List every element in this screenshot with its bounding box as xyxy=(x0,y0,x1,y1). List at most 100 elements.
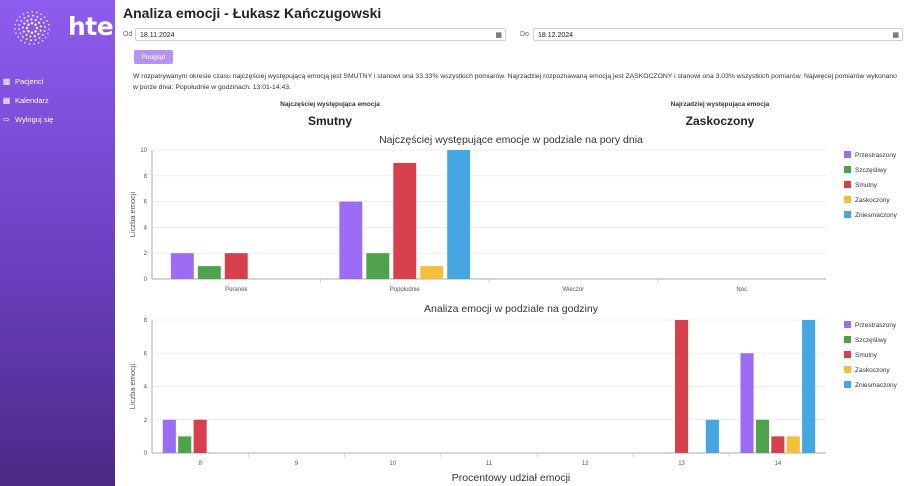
y-tick-label: 8 xyxy=(144,318,148,324)
logo-dot xyxy=(33,43,35,45)
preview-button[interactable]: Podgląd xyxy=(134,50,173,64)
legend-label: Zniesmaczony xyxy=(855,382,898,389)
to-date-value: 18.12.2024 xyxy=(538,32,574,39)
logo-dot xyxy=(37,42,40,44)
legend-swatch xyxy=(844,181,851,188)
logo-dot xyxy=(24,41,26,44)
x-tick-label: 10 xyxy=(389,461,396,466)
sidebar: hte ▩ Pacjenci ▦ Kalendarz ⇨ Wyloguj się xyxy=(0,0,115,486)
legend-label: Zniesmaczony xyxy=(855,212,898,219)
bar-smutny xyxy=(393,162,417,279)
logo-dot xyxy=(16,19,18,22)
bar-zaskoczony xyxy=(420,266,444,279)
x-tick-label: 12 xyxy=(582,461,589,466)
chart-3-title: Procentowy udział emocji xyxy=(451,472,571,484)
sidebar-item-wyloguj[interactable]: ⇨ Wyloguj się xyxy=(0,110,115,129)
bar-zniesmaczony xyxy=(447,150,471,279)
legend-swatch xyxy=(844,321,851,328)
logo-dot xyxy=(46,19,48,22)
y-tick-label: 2 xyxy=(144,251,148,257)
most-frequent-stat: Najczęściej występująca emocja Smutny xyxy=(220,101,440,128)
x-tick-label: Poranek xyxy=(225,287,248,293)
sidebar-item-label: Wyloguj się xyxy=(15,115,54,124)
legend-label: Zaskoczony xyxy=(855,197,890,204)
bar-szczęśliwy xyxy=(197,266,221,279)
logo-dot xyxy=(26,19,29,22)
logo-dot xyxy=(42,21,45,24)
logo-dot xyxy=(18,16,21,18)
bar-smutny xyxy=(224,253,248,279)
calendar-icon[interactable]: ▦ xyxy=(892,32,899,39)
users-icon: ▩ xyxy=(2,77,11,86)
bar-przestraszony xyxy=(170,253,194,279)
logo-dot xyxy=(41,34,44,36)
x-tick-label: 14 xyxy=(775,461,782,466)
logo-dot xyxy=(36,15,39,18)
brand-name: hte xyxy=(68,12,114,41)
legend-label: Przestraszony xyxy=(855,322,897,329)
logo-dot xyxy=(30,39,32,42)
legend-swatch xyxy=(844,211,851,218)
logo-dot xyxy=(40,13,42,16)
bar-przestraszony xyxy=(339,201,363,279)
logo-dot xyxy=(18,28,20,31)
logo-dot xyxy=(25,26,29,30)
from-date-input[interactable]: 18.11.2024 ▦ xyxy=(135,28,506,41)
y-tick-label: 2 xyxy=(144,418,148,424)
logo-dot xyxy=(47,32,49,35)
bar-szczęśliwy xyxy=(755,419,769,453)
logo-dot xyxy=(45,36,47,39)
chart-2-title: Analiza emocji w podziale na godziny xyxy=(424,303,598,315)
logo-dot xyxy=(30,31,34,34)
logo-dot xyxy=(27,23,30,26)
chart-hours: 0 2 4 6 8 Liczba emocji 8 9 10 11 12 13 14 Przestrasz… xyxy=(128,318,898,466)
bar-zaskoczony xyxy=(786,436,800,453)
calendar-icon[interactable]: ▦ xyxy=(495,32,502,39)
to-label: Do xyxy=(520,31,529,38)
logo-dot xyxy=(23,22,26,25)
summary-line-2: w porze dnia: Popołudnie w godzinach: 13… xyxy=(133,84,291,91)
sidebar-item-label: Pacjenci xyxy=(15,77,44,86)
logo-dot xyxy=(26,11,29,14)
y-tick-label: 4 xyxy=(144,225,148,231)
to-date-input[interactable]: 18.12.2024 ▦ xyxy=(533,28,903,41)
logo-dot xyxy=(34,30,37,33)
legend-label: Smutny xyxy=(855,182,878,189)
most-frequent-value: Smutny xyxy=(307,114,352,128)
y-tick-label: 8 xyxy=(144,174,148,180)
logo-dot xyxy=(22,35,24,38)
logo-dot xyxy=(34,38,37,41)
brand-logo[interactable]: hte xyxy=(6,10,114,46)
y-axis-title: Liczba emocji xyxy=(128,191,137,237)
from-label: Od xyxy=(123,31,133,38)
least-frequent-value: Zaskoczony xyxy=(685,114,755,128)
logo-dot xyxy=(44,25,46,28)
legend-swatch xyxy=(844,196,851,203)
logo-dot xyxy=(36,11,38,14)
logo-dot xyxy=(22,13,25,15)
sidebar-item-pacjenci[interactable]: ▩ Pacjenci xyxy=(0,72,115,91)
logo-dot xyxy=(35,26,39,30)
logo-dot xyxy=(28,43,31,45)
page-title: Analiza emocji - Łukasz Kańczugowski xyxy=(123,5,382,21)
bar-smutny xyxy=(771,436,785,453)
x-tick-label: Wieczór xyxy=(562,287,584,293)
sidebar-nav: ▩ Pacjenci ▦ Kalendarz ⇨ Wyloguj się xyxy=(0,72,115,129)
bar-przestraszony xyxy=(740,353,754,453)
x-tick-label: 13 xyxy=(678,461,685,466)
legend-label: Szczęśliwy xyxy=(855,337,888,344)
logo-dot xyxy=(32,14,34,17)
x-tick-label: 11 xyxy=(486,461,493,466)
logo-dot xyxy=(14,23,17,26)
logo-dot xyxy=(39,29,42,32)
sidebar-item-label: Kalendarz xyxy=(15,96,49,105)
bar-smutny xyxy=(675,320,689,453)
logo-dot xyxy=(34,23,37,26)
sidebar-item-kalendarz[interactable]: ▦ Kalendarz xyxy=(0,91,115,110)
logo-dot xyxy=(19,32,22,35)
legend-swatch xyxy=(844,381,851,388)
summary-line-1: W rozpatrywanym okresie czasu najczęście… xyxy=(133,73,897,80)
y-tick-label: 6 xyxy=(144,200,148,206)
logo-dot xyxy=(30,22,34,25)
y-axis-title: Liczba emocji xyxy=(128,363,137,409)
